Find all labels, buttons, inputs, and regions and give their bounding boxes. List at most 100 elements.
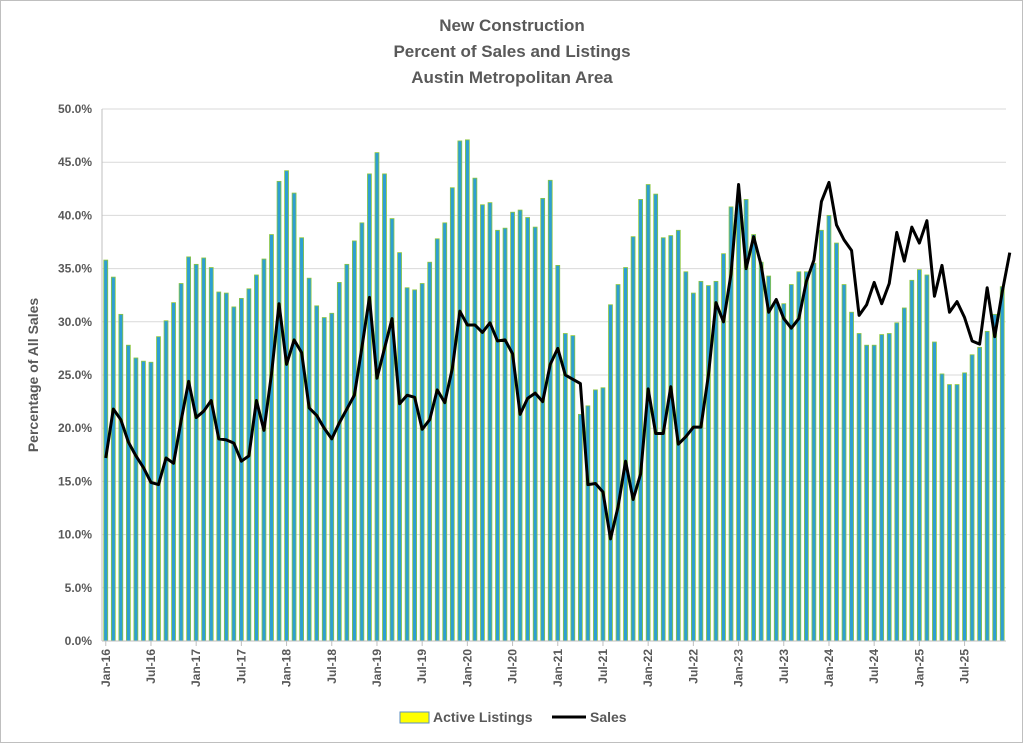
x-tick-label: Jul-24 — [867, 649, 881, 684]
axes — [101, 109, 1006, 646]
active-listings-bar — [359, 222, 365, 642]
active-listings-bar — [261, 258, 267, 642]
title-line-1: New Construction — [439, 16, 584, 35]
active-listings-bar — [698, 280, 704, 642]
gridlines — [102, 108, 1006, 589]
active-listings-bar — [804, 271, 809, 642]
active-listings-bar — [457, 140, 463, 642]
active-listings-bar — [608, 304, 613, 642]
active-listings-bar — [969, 354, 975, 642]
active-listings-bar — [374, 152, 380, 642]
active-listings-bar — [630, 236, 636, 642]
x-tick-label: Jan-17 — [189, 649, 203, 687]
active-listings-bar — [510, 211, 515, 642]
active-listings-bar — [223, 292, 229, 642]
active-listings-bar — [449, 187, 455, 642]
active-listings-bar — [623, 267, 628, 642]
active-listings-bar — [962, 372, 967, 642]
x-tick-label: Jul-22 — [686, 649, 700, 684]
active-listings-bar — [954, 384, 960, 642]
active-listings-bar — [909, 279, 915, 642]
active-listings-bar — [291, 192, 297, 642]
active-listings-bar — [736, 199, 741, 642]
active-listings-bar — [547, 179, 553, 642]
active-listings-bar — [886, 333, 892, 642]
active-listings-bar — [141, 360, 146, 642]
chart-title: New Construction Percent of Sales and Li… — [393, 16, 630, 87]
x-tick-label: Jan-20 — [460, 649, 474, 687]
active-listings-bar — [984, 330, 990, 642]
active-listings-bar — [156, 336, 161, 642]
x-tick-label: Jul-23 — [777, 649, 791, 684]
active-listings-bar — [593, 389, 598, 642]
active-listings-bar — [788, 284, 794, 642]
active-listings-bar — [525, 217, 530, 642]
active-listings-bar — [758, 261, 764, 642]
active-listings-bar — [404, 287, 410, 642]
x-tick-label: Jul-19 — [415, 649, 429, 684]
x-tick-label: Jul-18 — [325, 649, 339, 684]
active-listings-bar — [193, 263, 199, 642]
active-listings-bar — [216, 291, 222, 642]
active-listings-bar — [638, 199, 643, 642]
y-tick-label: 15.0% — [58, 474, 92, 488]
x-tick-labels: Jan-16 Jul-16 Jan-17 Jul-17 Jan-18 Jul-18 Jan-… — [99, 649, 972, 687]
active-listings-bar — [600, 387, 606, 642]
active-listings-bar — [517, 209, 523, 642]
title-line-3: Austin Metropolitan Area — [411, 68, 613, 87]
active-listings-bar — [585, 405, 591, 642]
active-listings-bar — [201, 257, 207, 642]
legend-label-active-listings: Active Listings — [433, 709, 533, 725]
active-listings-bar — [691, 292, 696, 642]
x-tick-label: Jul-20 — [506, 649, 520, 684]
active-listings-bar — [532, 226, 538, 642]
x-tick-label: Jan-16 — [99, 649, 113, 687]
x-tick-label: Jan-21 — [551, 649, 565, 687]
active-listings-bar — [321, 317, 327, 642]
active-listings-bar — [841, 284, 847, 642]
active-listings-bar — [578, 413, 583, 642]
active-listings-bar — [879, 334, 885, 642]
active-listings-bar — [389, 218, 395, 642]
y-tick-label: 25.0% — [58, 368, 92, 382]
active-listings-bar — [163, 320, 169, 642]
active-listings-bar — [419, 283, 425, 642]
active-listings-bar — [254, 274, 259, 642]
active-listings-bar — [246, 288, 252, 642]
active-listings-bar — [472, 177, 478, 642]
x-tick-label: Jan-23 — [732, 649, 746, 687]
x-tick-label: Jul-25 — [958, 649, 972, 684]
x-tick-label: Jan-22 — [641, 649, 655, 687]
active-listings-bar — [495, 229, 500, 642]
active-listings-bar — [615, 284, 621, 642]
active-listings-bar — [999, 286, 1005, 642]
x-tick-label: Jul-21 — [596, 649, 610, 684]
active-listings-bar — [412, 289, 417, 642]
y-tick-label: 50.0% — [58, 102, 92, 116]
y-axis-title: Percentage of All Sales — [25, 298, 41, 453]
active-listings-bar — [706, 285, 711, 642]
active-listings-bar — [894, 322, 900, 642]
active-listings-bar — [133, 357, 139, 642]
y-tick-label: 40.0% — [58, 208, 92, 222]
active-listings-bar — [992, 313, 998, 642]
active-listings-bar — [924, 274, 930, 642]
active-listings-bar — [932, 341, 937, 642]
x-tick-label: Jan-18 — [280, 649, 294, 687]
active-listings-bar — [502, 227, 508, 642]
active-listings-bar — [306, 277, 312, 642]
active-listings-bar — [442, 222, 448, 642]
y-tick-labels: 0.0% 5.0% 10.0% 15.0% 20.0% 25.0% 30.0% 35.0% 40… — [58, 102, 92, 648]
active-listings-bar — [826, 214, 832, 642]
active-listings-bar — [352, 240, 357, 642]
active-listings-bar — [208, 267, 214, 642]
active-listings-bar — [284, 170, 289, 642]
y-tick-label: 45.0% — [58, 155, 92, 169]
active-listings-bar — [382, 173, 387, 642]
active-listings-bars — [103, 139, 1005, 642]
active-listings-bar — [683, 271, 689, 642]
active-listings-bar — [819, 229, 824, 642]
active-listings-bar — [186, 256, 191, 642]
